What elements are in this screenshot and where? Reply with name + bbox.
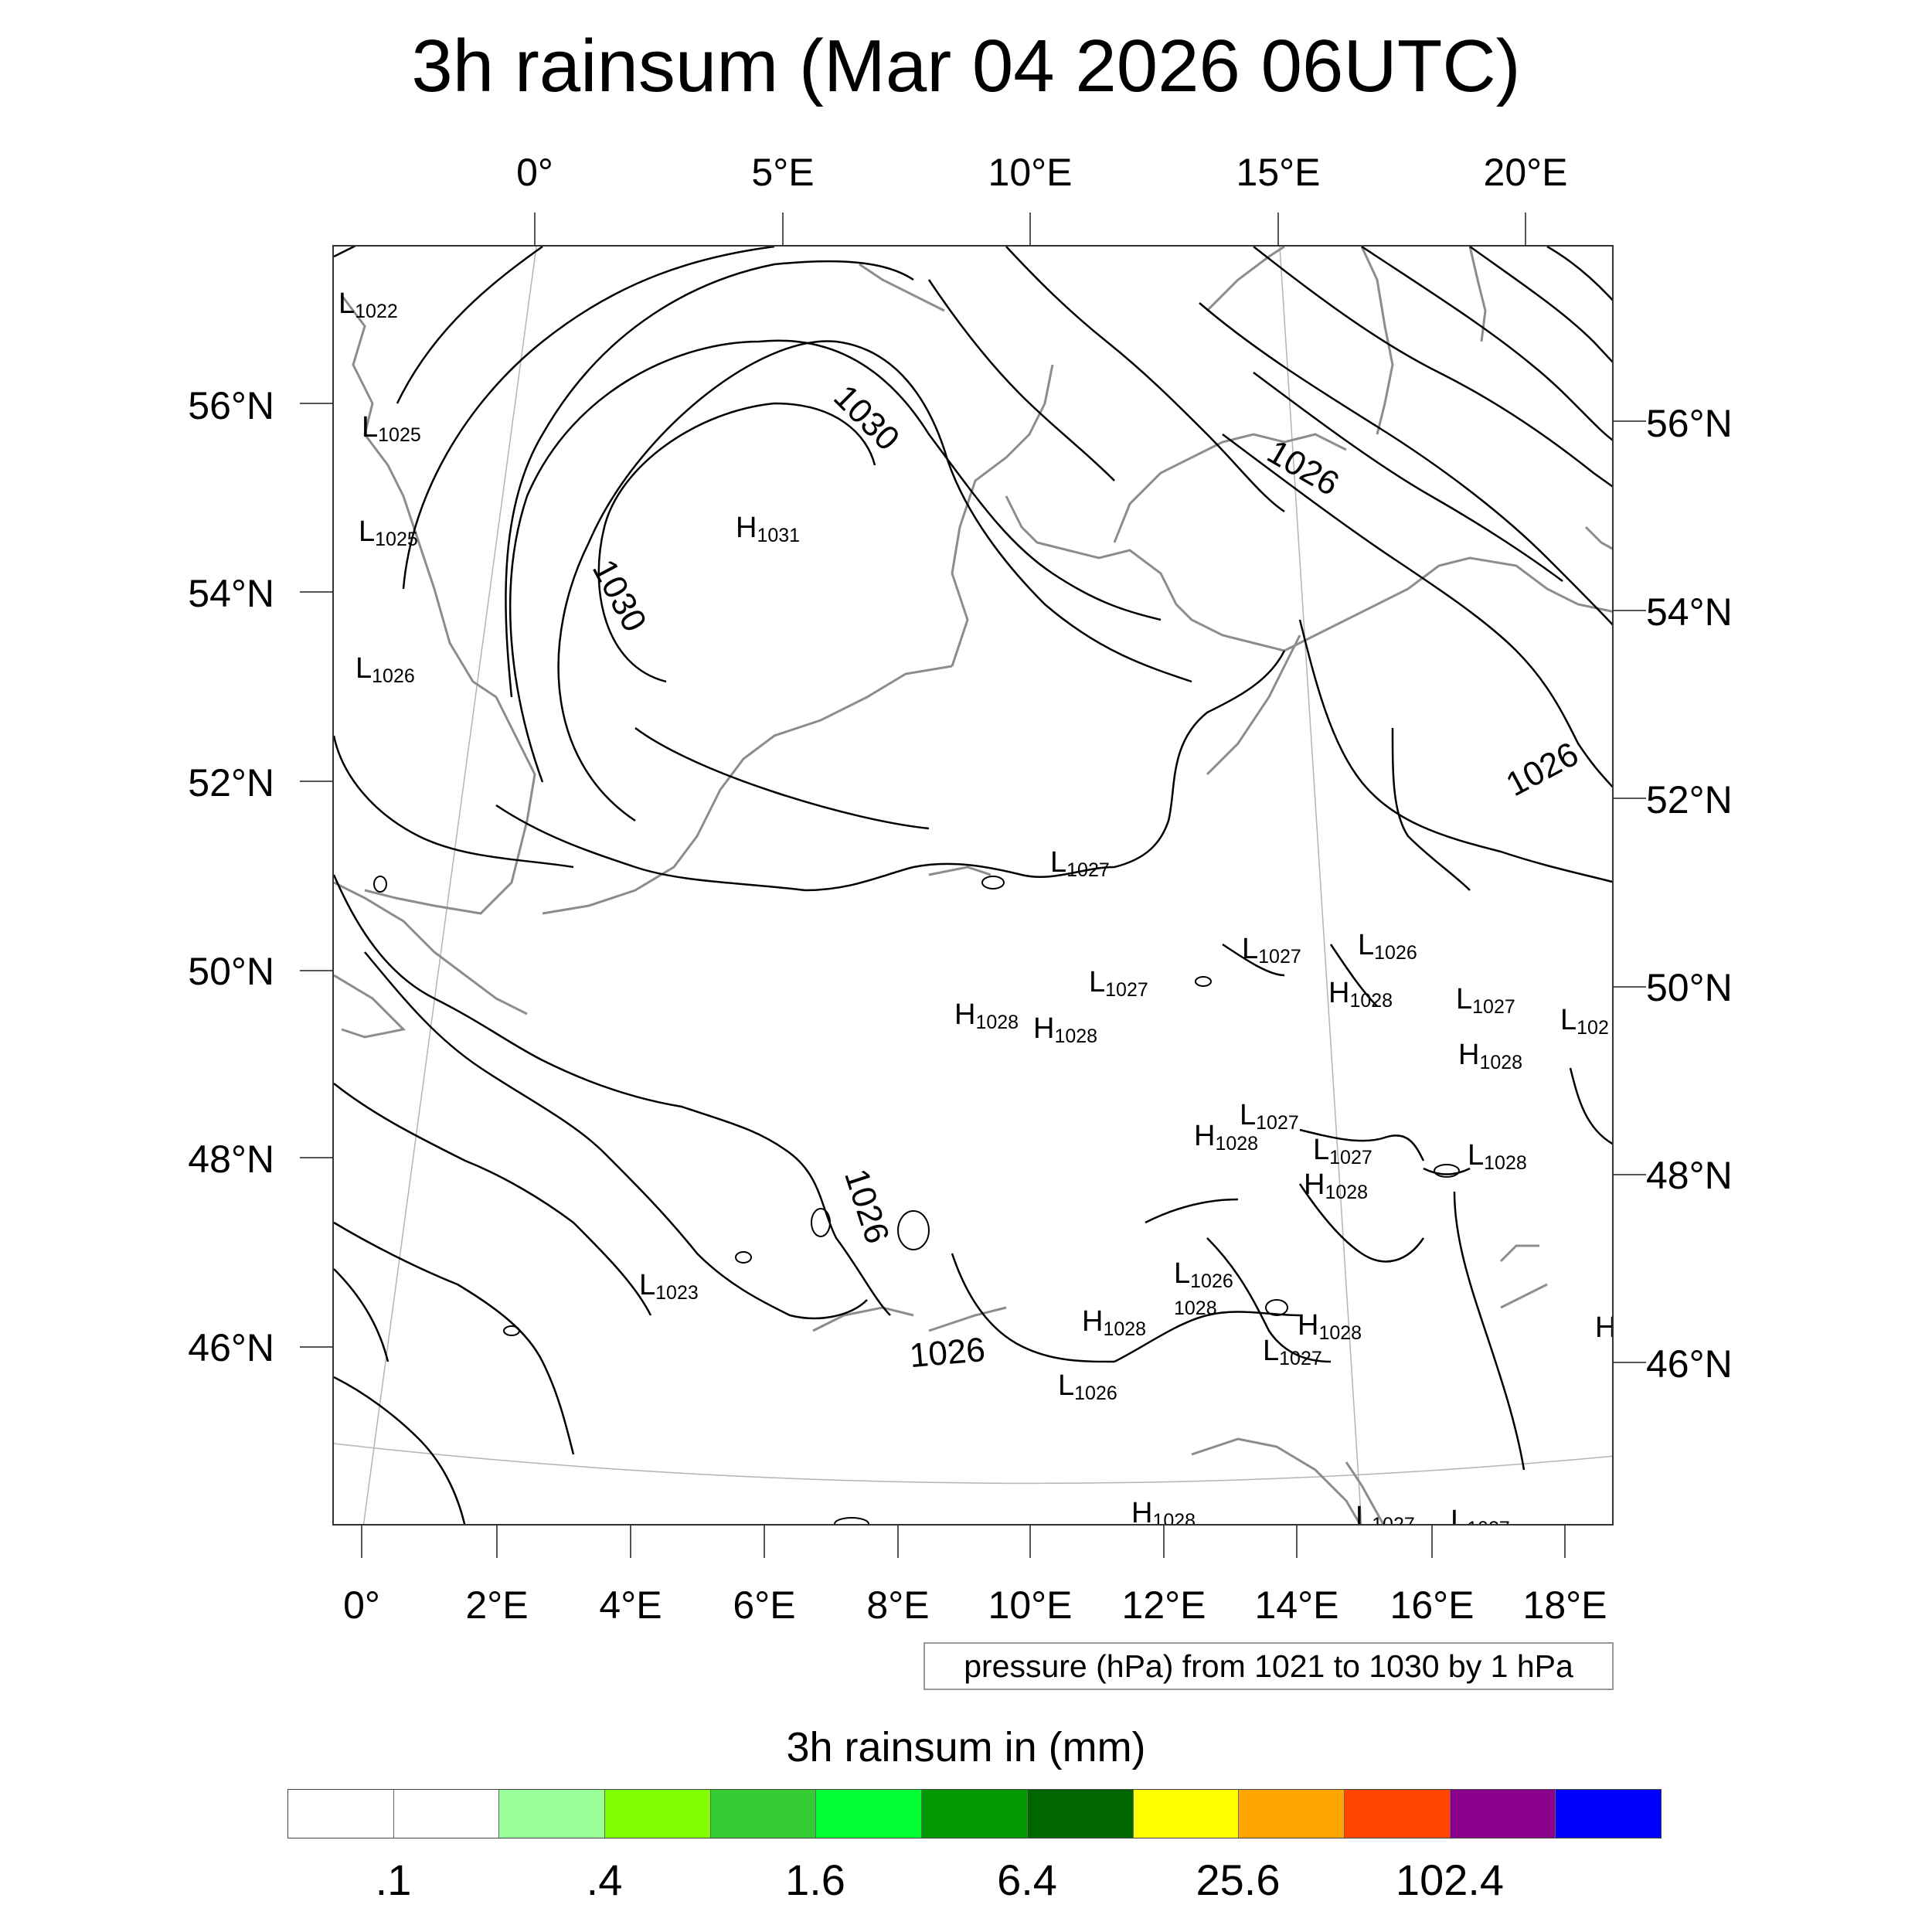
pressure-center-label: L1026 xyxy=(355,652,415,687)
colorbar-swatch xyxy=(1556,1790,1661,1838)
map-canvas xyxy=(334,247,1612,1524)
colorbar-title: 3h rainsum in (mm) xyxy=(786,1724,1146,1770)
colorbar-swatch xyxy=(1027,1790,1134,1838)
top-lon-label: 15°E xyxy=(1236,151,1321,194)
pressure-center-label: H1028 xyxy=(1131,1497,1196,1526)
top-lon-label: 20°E xyxy=(1483,151,1568,194)
colorbar-swatch xyxy=(1133,1790,1240,1838)
pressure-center-label: L102 xyxy=(1560,1004,1609,1039)
colorbar-swatch xyxy=(499,1790,606,1838)
pressure-center-label: L1027 xyxy=(1451,1505,1510,1526)
pressure-center-label: L1027 xyxy=(1242,933,1301,968)
bottom-lon-label: 16°E xyxy=(1389,1583,1475,1627)
pressure-center-label: H1031 xyxy=(736,512,801,546)
colorbar-label: 1.6 xyxy=(785,1855,845,1904)
bottom-lon-label: 14°E xyxy=(1254,1583,1339,1627)
pressure-center-label: H1028 xyxy=(1298,1309,1362,1344)
pressure-center-label: L1027 xyxy=(1050,846,1110,881)
pressure-center-label: H1028 xyxy=(1304,1168,1369,1203)
pressure-center-label: L1027 xyxy=(1355,1501,1415,1526)
pressure-center-label: H1028 xyxy=(1033,1012,1098,1047)
colorbar-swatch xyxy=(288,1790,394,1838)
left-lat-label: 46°N xyxy=(188,1326,274,1369)
pressure-center-label: L1027 xyxy=(1263,1335,1322,1369)
bottom-lon-label: 4°E xyxy=(599,1583,662,1627)
colorbar-swatch xyxy=(710,1790,817,1838)
right-lat-label: 48°N xyxy=(1646,1154,1733,1197)
pressure-center-label: 1028 xyxy=(1174,1298,1217,1319)
pressure-center-label: L1028 xyxy=(1468,1139,1527,1174)
colorbar-swatch xyxy=(393,1790,500,1838)
bottom-lon-label: 2°E xyxy=(465,1583,529,1627)
top-lon-label: 10°E xyxy=(988,151,1073,194)
pressure-center-label: H1028 xyxy=(1458,1039,1523,1073)
top-lon-label: 0° xyxy=(516,151,553,194)
contour-info-box: pressure (hPa) from 1021 to 1030 by 1 hP… xyxy=(923,1642,1614,1690)
left-lat-label: 48°N xyxy=(188,1138,274,1181)
colorbar-swatch xyxy=(1450,1790,1556,1838)
bottom-lon-label: 12°E xyxy=(1121,1583,1206,1627)
bottom-lon-label: 6°E xyxy=(733,1583,796,1627)
pressure-center-label: L1026 xyxy=(1174,1257,1233,1292)
colorbar-label: 102.4 xyxy=(1395,1855,1505,1904)
colorbar-swatch xyxy=(922,1790,1028,1838)
pressure-center-label: L1027 xyxy=(1089,966,1148,1001)
map-panel: 1030 1030 1026 1026 1026 1026 L1022 L102… xyxy=(332,245,1614,1526)
isobar-label: 1026 xyxy=(908,1330,987,1376)
left-lat-label: 52°N xyxy=(188,761,274,804)
pressure-center-label: L1026 xyxy=(1058,1369,1117,1404)
bottom-lon-label: 18°E xyxy=(1522,1583,1607,1627)
pressure-center-label: L1027 xyxy=(1240,1099,1299,1134)
pressure-center-label: L1023 xyxy=(639,1269,699,1304)
pressure-center-label: H1028 xyxy=(1082,1305,1147,1340)
right-lat-label: 50°N xyxy=(1646,966,1733,1009)
colorbar-swatch xyxy=(816,1790,923,1838)
pressure-center-label: L1025 xyxy=(362,411,421,446)
right-lat-label: 46°N xyxy=(1646,1342,1733,1386)
pressure-center-label: L1027 xyxy=(1313,1134,1372,1168)
pressure-center-label: H1028 xyxy=(954,998,1019,1033)
left-lat-label: 50°N xyxy=(188,950,274,993)
right-lat-label: 52°N xyxy=(1646,778,1733,821)
pressure-center-label: H1028 xyxy=(1194,1120,1259,1155)
colorbar-swatch xyxy=(1239,1790,1345,1838)
colorbar-swatch xyxy=(1344,1790,1451,1838)
top-lon-label: 5°E xyxy=(751,151,815,194)
small-contours xyxy=(373,876,1460,1524)
pressure-center-label: H1028 xyxy=(1328,977,1393,1012)
colorbar-label: .4 xyxy=(586,1855,623,1904)
pressure-center-label: L1026 xyxy=(1358,929,1417,964)
colorbar-swatch xyxy=(605,1790,711,1838)
graticule xyxy=(334,247,1612,1524)
colorbar-label: 25.6 xyxy=(1196,1855,1281,1904)
pressure-center-label: L1025 xyxy=(359,515,418,550)
pressure-center-label: L1022 xyxy=(338,287,398,322)
left-lat-label: 56°N xyxy=(188,384,274,427)
bottom-lon-label: 10°E xyxy=(988,1583,1073,1627)
colorbar xyxy=(287,1789,1662,1838)
map-title: 3h rainsum (Mar 04 2026 06UTC) xyxy=(411,25,1521,107)
bottom-lon-label: 8°E xyxy=(866,1583,930,1627)
pressure-center-label: H xyxy=(1595,1313,1612,1345)
colorbar-label: 6.4 xyxy=(997,1855,1057,1904)
left-lat-label: 54°N xyxy=(188,572,274,615)
colorbar-label: .1 xyxy=(375,1855,412,1904)
pressure-center-label: L1027 xyxy=(1456,983,1515,1018)
bottom-lon-label: 0° xyxy=(343,1583,380,1627)
right-lat-label: 54°N xyxy=(1646,590,1733,634)
right-lat-label: 56°N xyxy=(1646,402,1733,445)
